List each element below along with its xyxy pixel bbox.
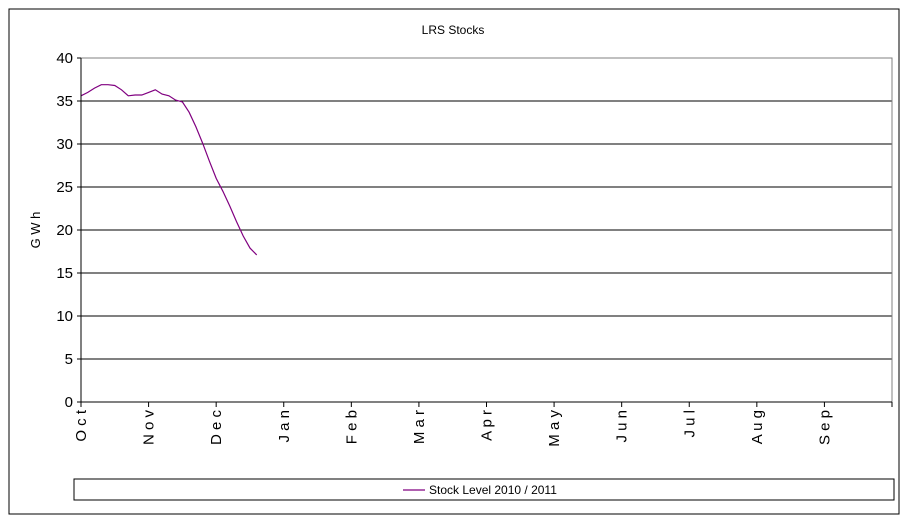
x-tick-label: A u g [749, 410, 766, 444]
y-tick-label: 30 [56, 136, 73, 153]
series-line-0 [80, 84, 258, 256]
series-layer [80, 84, 258, 256]
y-axis-ticks: 0 5 10 15 20 25 30 35 40 [56, 50, 81, 411]
x-tick-label: J u n [614, 410, 631, 443]
y-tick-label: 5 [65, 351, 73, 368]
y-tick-label: 0 [65, 394, 73, 411]
x-tick-label: N o v [141, 410, 158, 446]
legend-box [73, 478, 895, 501]
x-tick-label: J u l [681, 410, 698, 438]
x-tick-label: A p r [479, 410, 496, 441]
x-tick-label: D e c [208, 410, 225, 446]
x-tick-label: J a n [276, 410, 293, 443]
y-tick-label: 25 [56, 179, 73, 196]
y-tick-label: 20 [56, 222, 73, 239]
legend-label: Stock Level 2010 / 2011 [429, 483, 557, 497]
x-tick-label: O c t [73, 409, 90, 442]
y-tick-label: 40 [56, 50, 73, 67]
y-axis-label: G W h [28, 212, 43, 249]
chart-title: LRS Stocks [422, 23, 485, 37]
y-tick-label: 10 [56, 308, 73, 325]
y-tick-label: 15 [56, 265, 73, 282]
legend: Stock Level 2010 / 2011 [73, 478, 895, 501]
x-tick-label: F e b [343, 410, 360, 444]
x-tick-label: S e p [816, 410, 833, 445]
gridlines [81, 100, 892, 360]
y-tick-label: 35 [56, 93, 73, 110]
chart-area-border [8, 8, 900, 515]
x-tick-label: M a y [546, 410, 563, 447]
x-tick-label: M a r [411, 410, 428, 444]
